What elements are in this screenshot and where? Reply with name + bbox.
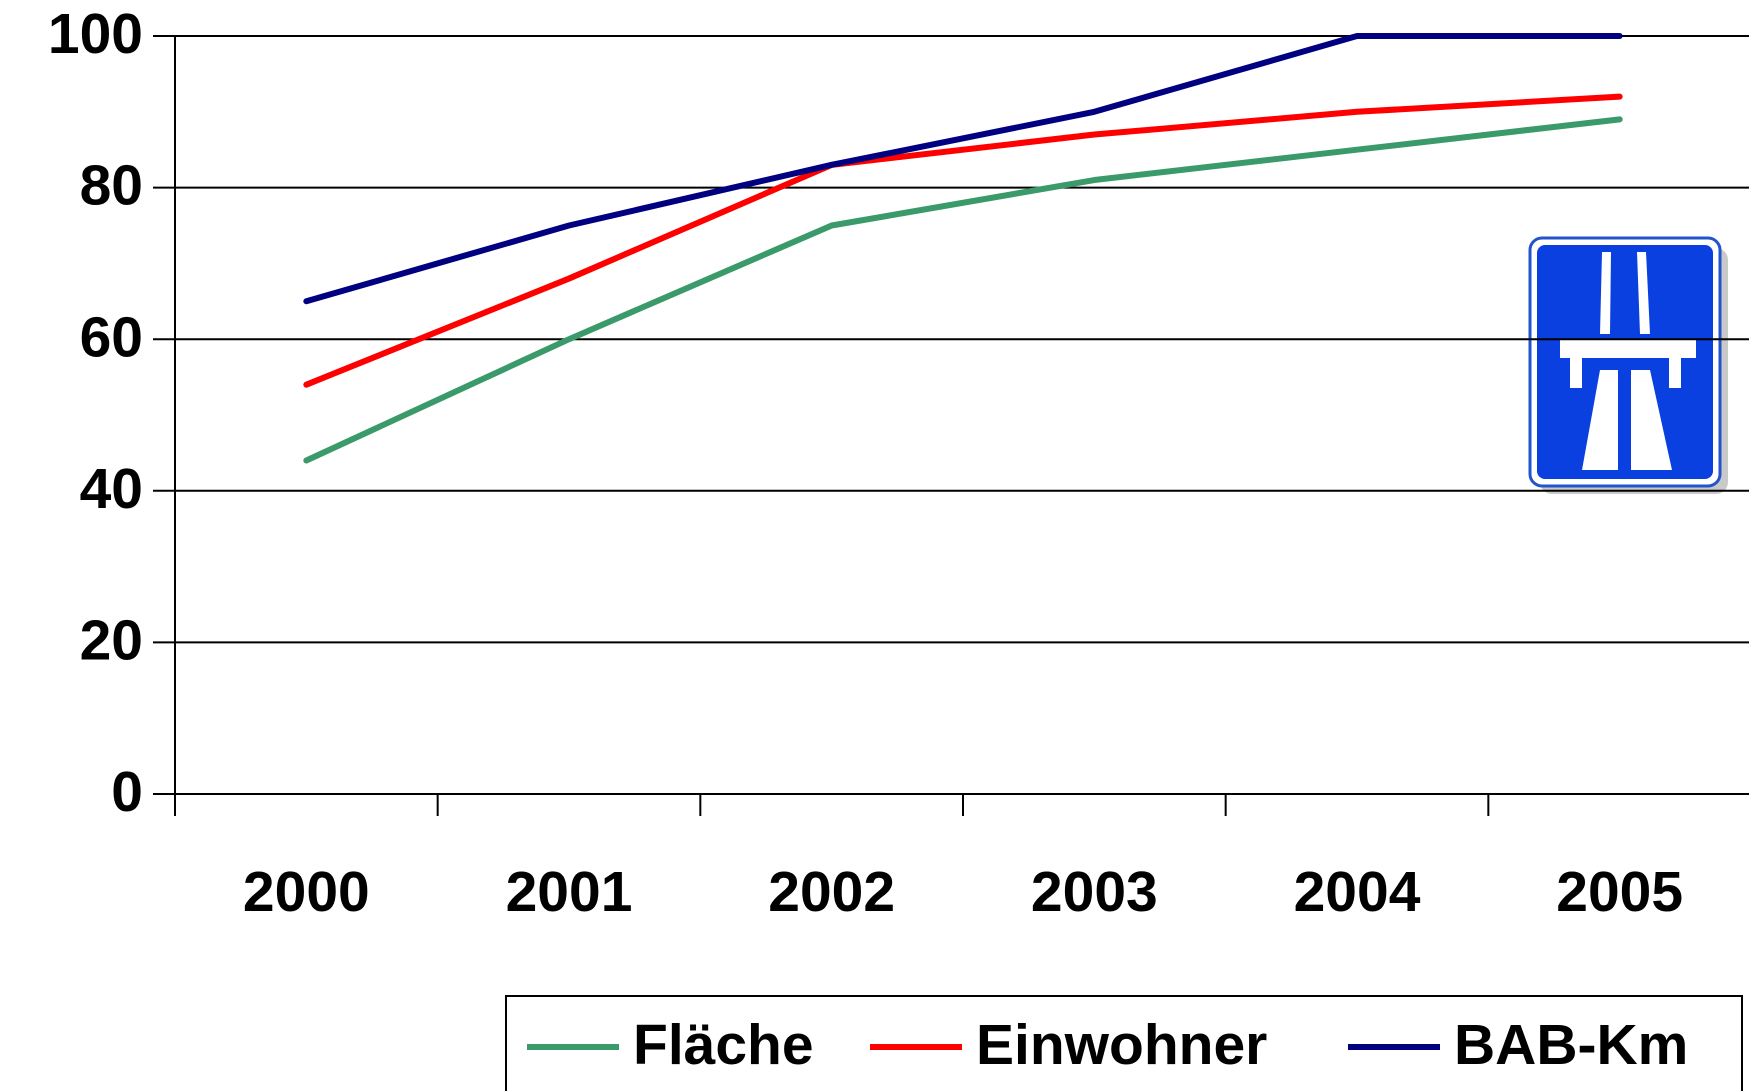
x-tick-label: 2002 xyxy=(768,860,895,924)
series-line xyxy=(303,93,1623,388)
legend-label: Einwohner xyxy=(976,1013,1267,1077)
y-tick-label: 0 xyxy=(111,760,143,824)
y-tick-label: 20 xyxy=(80,608,143,672)
series-line xyxy=(303,33,1623,305)
legend-label: BAB-Km xyxy=(1454,1013,1688,1077)
x-tick-label: 2003 xyxy=(1031,860,1158,924)
x-tick-label: 2001 xyxy=(506,860,633,924)
y-tick-label: 40 xyxy=(80,457,143,521)
x-tick-label: 2004 xyxy=(1294,860,1421,924)
autobahn-sign xyxy=(1528,236,1728,494)
y-tick-label: 80 xyxy=(80,154,143,218)
series-line xyxy=(303,116,1623,464)
legend-box xyxy=(505,995,1743,1091)
y-tick-label: 60 xyxy=(80,305,143,369)
legend-label: Fläche xyxy=(633,1013,814,1077)
y-tick-label: 100 xyxy=(48,2,143,66)
x-tick-label: 2000 xyxy=(243,860,370,924)
x-tick-label: 2005 xyxy=(1556,860,1683,924)
